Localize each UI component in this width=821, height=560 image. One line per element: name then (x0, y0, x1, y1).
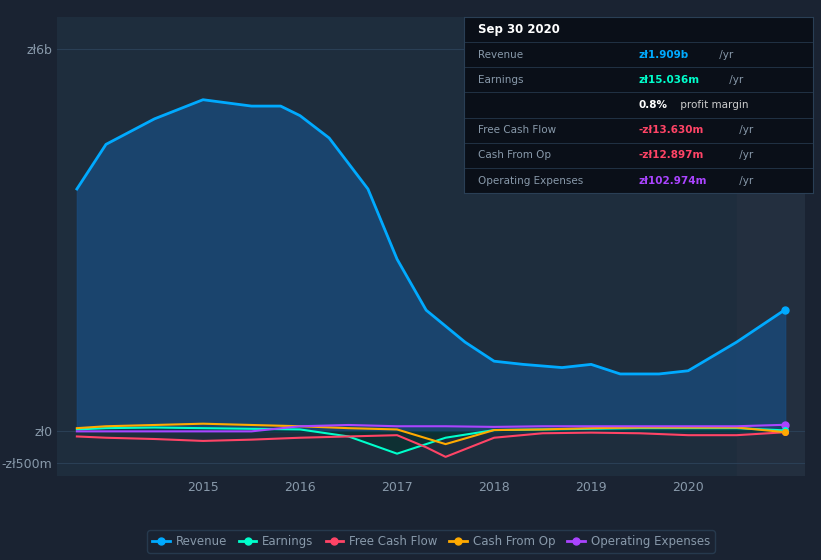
Legend: Revenue, Earnings, Free Cash Flow, Cash From Op, Operating Expenses: Revenue, Earnings, Free Cash Flow, Cash … (147, 530, 715, 553)
Text: /yr: /yr (736, 125, 754, 135)
Text: zł15.036m: zł15.036m (639, 75, 699, 85)
Text: 0.8%: 0.8% (639, 100, 667, 110)
Text: /yr: /yr (727, 75, 744, 85)
Text: Cash From Op: Cash From Op (478, 151, 551, 160)
Text: profit margin: profit margin (677, 100, 749, 110)
Text: zł102.974m: zł102.974m (639, 176, 707, 185)
Text: /yr: /yr (736, 151, 754, 160)
Bar (736, 17, 805, 476)
Text: Free Cash Flow: Free Cash Flow (478, 125, 556, 135)
Text: zł1.909b: zł1.909b (639, 50, 689, 59)
Text: Operating Expenses: Operating Expenses (478, 176, 583, 185)
Text: Revenue: Revenue (478, 50, 523, 59)
Text: Earnings: Earnings (478, 75, 523, 85)
Text: /yr: /yr (736, 176, 754, 185)
Text: Sep 30 2020: Sep 30 2020 (478, 23, 560, 36)
Text: -zł12.897m: -zł12.897m (639, 151, 704, 160)
Text: -zł13.630m: -zł13.630m (639, 125, 704, 135)
Text: /yr: /yr (717, 50, 734, 59)
